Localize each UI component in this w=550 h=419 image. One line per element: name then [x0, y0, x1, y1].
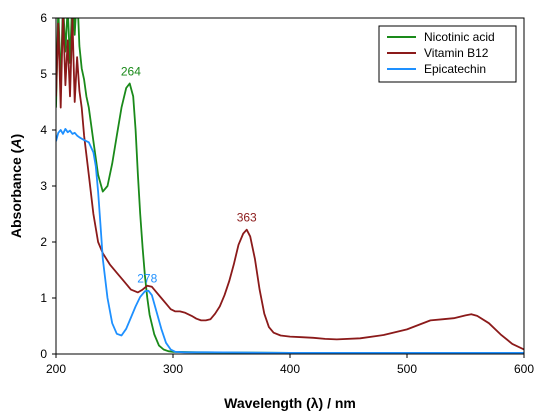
x-tick-label: 400 [280, 362, 300, 376]
peak-label-363: 363 [237, 211, 257, 225]
series-line-epicatechin [56, 128, 524, 354]
peak-label-278: 278 [137, 272, 157, 286]
x-tick-label: 500 [397, 362, 417, 376]
y-axis-title: Absorbance (A) [8, 134, 24, 238]
annotations-layer: 264 363 278 [121, 65, 257, 286]
y-tick-label: 3 [40, 179, 47, 193]
legend: Nicotinic acid Vitamin B12 Epicatechin [378, 25, 517, 83]
y-tick-label: 1 [40, 291, 47, 305]
y-axis-title-prefix: Absorbance ( [8, 148, 24, 238]
y-tick-label: 6 [40, 11, 47, 25]
y-tick-label: 4 [40, 123, 47, 137]
y-axis-title-symbol: A [8, 139, 24, 150]
legend-label-epicatechin: Epicatechin [424, 62, 486, 76]
x-axis-title: Wavelength (λ) / nm [224, 395, 356, 411]
peak-label-264: 264 [121, 65, 141, 79]
x-tick-label: 200 [46, 362, 66, 376]
legend-label-vitamin-b12: Vitamin B12 [424, 46, 489, 60]
y-tick-label: 0 [40, 347, 47, 361]
y-tick-label: 2 [40, 235, 47, 249]
y-tick-label: 5 [40, 67, 47, 81]
ticks-layer: 200 300 400 500 600 0 1 2 3 4 5 6 [40, 11, 534, 376]
series-line-vitamin-b12 [56, 18, 524, 351]
legend-label-nicotinic-acid: Nicotinic acid [424, 30, 495, 44]
y-axis-title-suffix: ) [8, 134, 24, 139]
x-tick-label: 300 [163, 362, 183, 376]
x-tick-label: 600 [514, 362, 534, 376]
